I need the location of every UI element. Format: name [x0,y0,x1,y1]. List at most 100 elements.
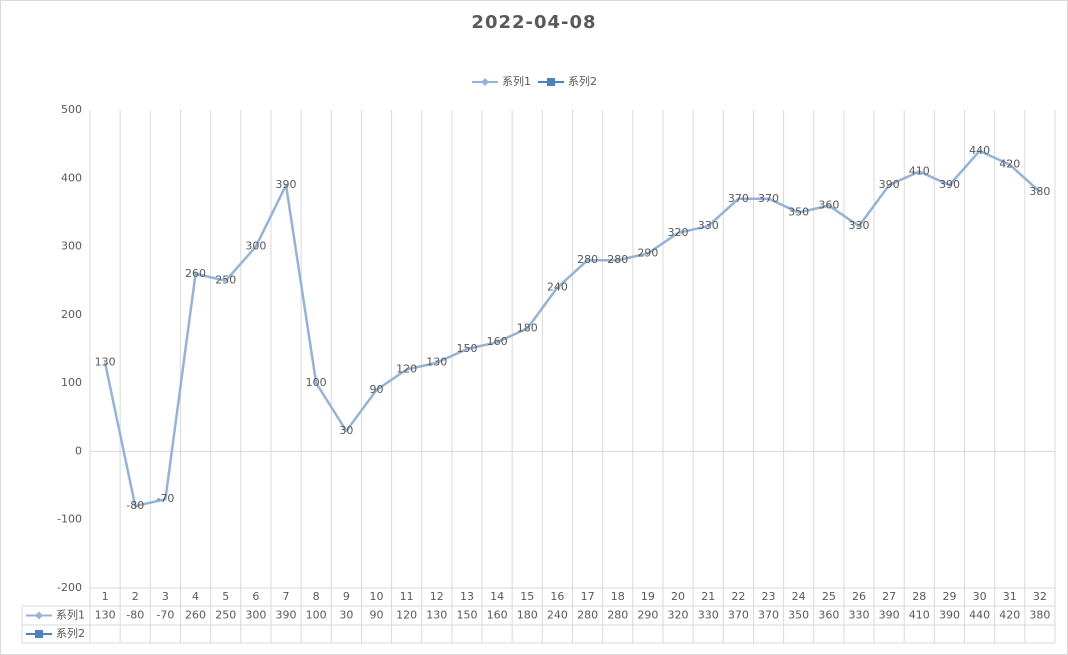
x-tick-label: 9 [343,590,350,603]
x-tick-label: 8 [313,590,320,603]
table-key-marker [35,611,43,620]
table-cell: 130 [426,609,447,622]
table-cell: 180 [517,609,538,622]
table-cell: -70 [156,609,174,622]
data-label: 380 [1029,185,1050,198]
table-key-marker [35,630,43,638]
x-tick-label: 14 [490,590,504,603]
data-label: 260 [185,267,206,280]
y-tick-label: 500 [61,103,82,116]
x-tick-label: 23 [762,590,776,603]
data-label: 280 [577,253,598,266]
table-cell: 120 [396,609,417,622]
table-cell: 290 [637,609,658,622]
y-tick-label: 100 [61,376,82,389]
y-tick-label: -100 [57,513,82,526]
x-tick-label: 1 [102,590,109,603]
table-cell: 30 [339,609,353,622]
table-cell: 150 [456,609,477,622]
data-label: 180 [517,322,538,335]
data-label: 370 [758,192,779,205]
data-label: 370 [728,192,749,205]
legend-label: 系列1 [502,74,531,88]
x-tick-label: 4 [192,590,199,603]
x-tick-label: 5 [222,590,229,603]
table-cell: 250 [215,609,236,622]
x-tick-label: 6 [252,590,259,603]
y-tick-label: 300 [61,240,82,253]
table-series-name: 系列1 [56,608,85,622]
data-label: 290 [637,246,658,259]
x-tick-label: 12 [430,590,444,603]
table-cell: 380 [1029,609,1050,622]
data-label: 280 [607,253,628,266]
x-tick-label: 10 [369,590,383,603]
table-cell: 410 [909,609,930,622]
table-cell: 330 [698,609,719,622]
table-cell: 260 [185,609,206,622]
table-cell: 100 [306,609,327,622]
x-tick-label: 22 [731,590,745,603]
data-label: 120 [396,362,417,375]
data-label: 390 [939,178,960,191]
x-tick-label: 30 [973,590,987,603]
data-label: 160 [487,335,508,348]
data-label: 360 [818,199,839,212]
table-cell: 240 [547,609,568,622]
table-cell: 280 [607,609,628,622]
x-tick-label: 17 [581,590,595,603]
data-label: 150 [456,342,477,355]
table-cell: 370 [728,609,749,622]
data-label: 330 [698,219,719,232]
x-tick-label: 11 [400,590,414,603]
x-tick-label: 18 [611,590,625,603]
data-label: 130 [95,356,116,369]
table-cell: 90 [369,609,383,622]
table-cell: 160 [487,609,508,622]
data-label: 240 [547,281,568,294]
table-cell: 440 [969,609,990,622]
x-tick-label: 24 [792,590,806,603]
table-cell: 280 [577,609,598,622]
table-cell: 360 [818,609,839,622]
y-tick-label: 0 [75,444,82,457]
table-cell: 320 [668,609,689,622]
x-tick-label: 26 [852,590,866,603]
x-tick-label: 20 [671,590,685,603]
data-label: 130 [426,356,447,369]
table-cell: 420 [999,609,1020,622]
data-label: 420 [999,158,1020,171]
data-label: 390 [276,178,297,191]
x-tick-label: 31 [1003,590,1017,603]
table-cell: -80 [126,609,144,622]
data-label: 250 [215,274,236,287]
x-tick-label: 27 [882,590,896,603]
legend-label: 系列2 [568,74,597,88]
table-cell: 390 [879,609,900,622]
data-label: 320 [668,226,689,239]
legend-marker [481,78,489,86]
x-tick-label: 2 [132,590,139,603]
x-tick-label: 3 [162,590,169,603]
table-series-name: 系列2 [56,626,85,640]
x-tick-label: 7 [283,590,290,603]
data-label: 390 [879,178,900,191]
y-tick-label: 400 [61,171,82,184]
x-tick-label: 19 [641,590,655,603]
data-label: 350 [788,205,809,218]
data-label: 440 [969,144,990,157]
x-tick-label: 13 [460,590,474,603]
data-label: 90 [369,383,383,396]
data-label: 330 [848,219,869,232]
y-tick-label: 200 [61,308,82,321]
x-tick-label: 25 [822,590,836,603]
x-tick-label: 29 [942,590,956,603]
data-label: -70 [156,492,174,505]
table-cell: 350 [788,609,809,622]
data-label: 300 [245,240,266,253]
x-tick-label: 21 [701,590,715,603]
y-tick-label: -200 [57,581,82,594]
table-cell: 130 [95,609,116,622]
